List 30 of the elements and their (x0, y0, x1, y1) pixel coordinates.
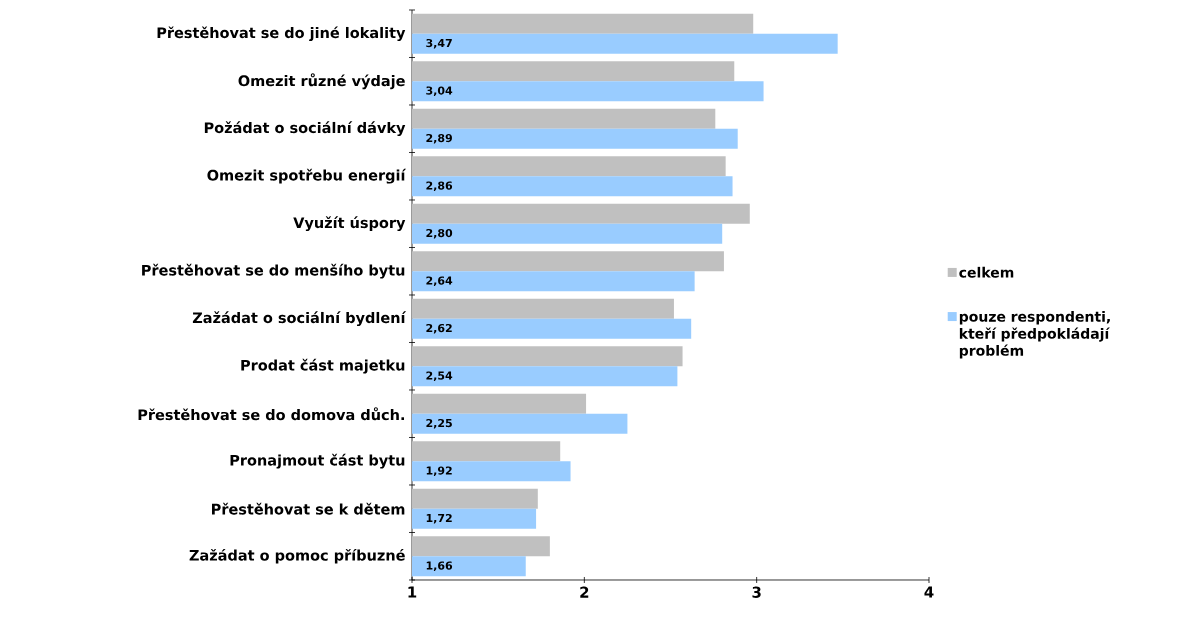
data-label: 2,64 (426, 276, 453, 287)
y-tick-label: Přestěhovat se do menšího bytu (142, 263, 405, 279)
data-label: 1,92 (426, 466, 452, 477)
y-tick-label: Přestěhovat se do jiné lokality (157, 26, 406, 42)
data-label: 2,25 (426, 418, 452, 429)
y-tick-label: Pronajmout část bytu (230, 453, 405, 469)
data-label: 2,89 (426, 133, 452, 144)
data-label: 1,66 (426, 561, 453, 572)
y-tick-label: Prodat část majetku (241, 358, 405, 374)
x-tick-label: 3 (752, 586, 761, 598)
data-label: 2,80 (426, 228, 453, 239)
x-tick-label: 2 (580, 586, 589, 598)
y-tick-label: Omezit různé výdaje (238, 73, 405, 90)
y-tick-label: Omezit spotřebu energií (207, 168, 407, 184)
data-label: 2,62 (426, 323, 452, 334)
data-label: 2,54 (426, 371, 453, 382)
y-tick-label: Zažádat o sociální bydlení (192, 311, 407, 327)
y-tick-label: Požádat o sociální dávky (204, 121, 406, 137)
x-tick-label: 4 (924, 586, 934, 598)
y-tick-label: Zažádat o pomoc příbuzné (189, 548, 405, 564)
y-tick-label: Přestěhovat se do domova důch. (138, 407, 404, 421)
y-tick-label: Využít úspory (293, 216, 406, 232)
legend-label: celkem (959, 266, 1014, 278)
legend-label: pouze respondenti, kteří předpokládají problém (959, 311, 1110, 359)
data-label: 2,86 (426, 181, 453, 192)
y-tick-label: Přestěhovat se k dětem (212, 502, 405, 515)
data-label: 3,47 (426, 38, 452, 49)
data-label: 3,04 (426, 86, 453, 97)
x-tick-label: 1 (408, 586, 417, 598)
data-label: 1,72 (426, 513, 452, 524)
